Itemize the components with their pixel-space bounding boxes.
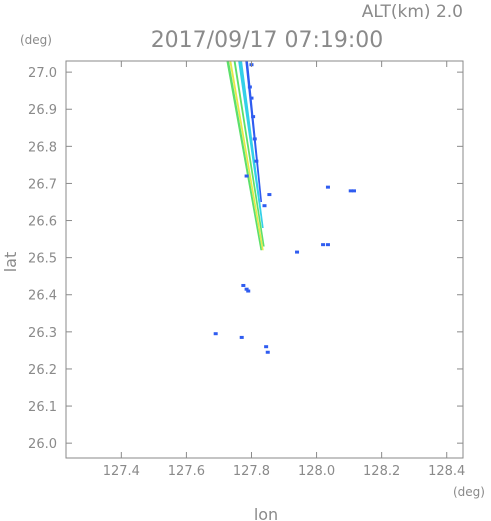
echo-point bbox=[247, 85, 252, 89]
chart-title: 2017/09/17 07:19:00 bbox=[151, 28, 384, 53]
echo-point bbox=[265, 350, 270, 354]
blue-band bbox=[245, 61, 263, 202]
echo-point bbox=[264, 345, 269, 349]
echo-point bbox=[254, 159, 259, 163]
y-axis-label: lat bbox=[1, 252, 20, 273]
echo-point bbox=[351, 189, 356, 193]
x-tick-label: 127.6 bbox=[168, 464, 205, 479]
echo-point bbox=[239, 335, 244, 339]
y-tick-label: 26.7 bbox=[28, 177, 57, 192]
y-unit-label: (deg) bbox=[20, 33, 52, 47]
echo-point bbox=[213, 332, 218, 336]
plot-frame bbox=[65, 60, 464, 459]
echo-point bbox=[252, 137, 257, 141]
x-tick-label: 128.4 bbox=[428, 464, 465, 479]
echo-point bbox=[295, 250, 300, 254]
y-tick-label: 26.6 bbox=[28, 215, 57, 230]
y-tick-label: 26.8 bbox=[28, 140, 57, 155]
chart-subtitle: ALT(km) 2.0 bbox=[362, 2, 463, 22]
green-band-left bbox=[226, 61, 263, 251]
x-tick-label: 128.2 bbox=[363, 464, 400, 479]
echo-point bbox=[321, 243, 326, 247]
echo-point bbox=[246, 289, 251, 293]
echo-point bbox=[262, 204, 267, 208]
x-tick-label: 127.8 bbox=[233, 464, 270, 479]
x-unit-label: (deg) bbox=[453, 485, 485, 499]
echo-point bbox=[244, 287, 249, 291]
y-tick-label: 26.2 bbox=[28, 363, 57, 378]
x-axis: 127.4 127.6 127.8 128.0 128.2 128.4 bbox=[103, 61, 465, 479]
echo-point bbox=[244, 174, 249, 178]
x-tick-label: 127.4 bbox=[103, 464, 140, 479]
y-tick-label: 26.9 bbox=[28, 103, 57, 118]
yellow-band bbox=[229, 61, 264, 251]
green-band-right bbox=[233, 61, 265, 247]
echo-point bbox=[267, 193, 272, 197]
y-tick-label: 26.0 bbox=[28, 437, 57, 452]
echo-point bbox=[249, 96, 254, 100]
x-axis-label: lon bbox=[254, 505, 278, 521]
plot-area bbox=[213, 61, 356, 354]
echo-point bbox=[251, 115, 256, 119]
echo-point bbox=[348, 189, 353, 193]
cyan-band bbox=[238, 61, 264, 228]
y-axis: 26.0 26.1 26.2 26.3 26.4 26.5 26.6 26.7 26.8 26.9… bbox=[28, 66, 463, 452]
echo-point bbox=[241, 283, 246, 287]
y-tick-label: 26.5 bbox=[28, 252, 57, 267]
y-tick-label: 26.3 bbox=[28, 326, 57, 341]
echo-point bbox=[325, 185, 330, 189]
y-tick-label: 26.1 bbox=[28, 400, 57, 415]
y-tick-label: 27.0 bbox=[28, 66, 57, 81]
y-tick-label: 26.4 bbox=[28, 289, 57, 304]
x-tick-label: 128.0 bbox=[298, 464, 335, 479]
echo-point bbox=[325, 243, 330, 247]
